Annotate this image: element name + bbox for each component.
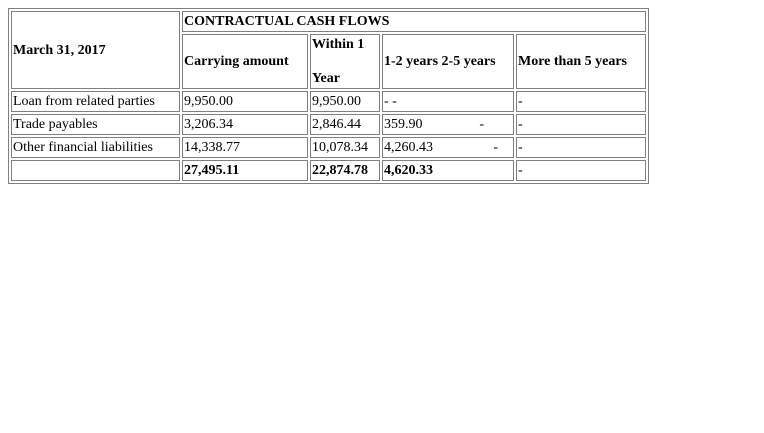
- table-row: Other financial liabilities 14,338.77 10…: [11, 137, 646, 158]
- table-total-row: 27,495.11 22,874.78 4,620.33 -: [11, 160, 646, 181]
- one-to-five-years-cell: 4,260.43 -: [382, 137, 514, 158]
- column-header-row: Carrying amount Within 1 Year 1-2 years …: [11, 34, 646, 89]
- within-1-year-header: Within 1 Year: [310, 34, 380, 89]
- row-label: [11, 160, 180, 181]
- more-than-5-years-cell: -: [516, 91, 646, 112]
- more-than-5-years-cell: -: [516, 114, 646, 135]
- carrying-amount-header: Carrying amount: [182, 34, 308, 89]
- row-label: Other financial liabilities: [11, 137, 180, 158]
- one-to-two-years-value: - -: [384, 94, 397, 109]
- one-to-five-years-cell: 359.90 -: [382, 114, 514, 135]
- two-to-five-years-value: -: [479, 117, 484, 132]
- more-than-5-years-cell: -: [516, 160, 646, 181]
- one-to-two-years-value: 359.90: [384, 117, 423, 132]
- one-to-five-years-header: 1-2 years 2-5 years: [382, 34, 514, 89]
- table-row: Loan from related parties 9,950.00 9,950…: [11, 91, 646, 112]
- table-row: Trade payables 3,206.34 2,846.44 359.90 -…: [11, 114, 646, 135]
- table-header-row: March 31, 2017 CONTRACTUAL CASH FLOWS: [11, 11, 646, 89]
- within-1-year-header-line2: Year: [312, 71, 340, 86]
- carrying-amount-cell: 3,206.34: [182, 114, 308, 135]
- more-than-5-years-cell: -: [516, 137, 646, 158]
- within-1-year-cell: 9,950.00: [310, 91, 380, 112]
- date-header: March 31, 2017: [11, 11, 180, 89]
- two-to-five-years-value: -: [493, 140, 498, 155]
- one-to-five-years-total: 4,620.33: [382, 160, 514, 181]
- row-label: Loan from related parties: [11, 91, 180, 112]
- carrying-amount-cell: 9,950.00: [182, 91, 308, 112]
- one-to-five-years-cell: - -: [382, 91, 514, 112]
- more-than-5-years-header: More than 5 years: [516, 34, 646, 89]
- row-label: Trade payables: [11, 114, 180, 135]
- within-1-year-cell: 10,078.34: [310, 137, 380, 158]
- carrying-amount-total: 27,495.11: [182, 160, 308, 181]
- within-1-year-total: 22,874.78: [310, 160, 380, 181]
- one-to-two-years-value: 4,260.43: [384, 140, 433, 155]
- within-1-year-header-line1: Within 1: [312, 37, 365, 52]
- within-1-year-cell: 2,846.44: [310, 114, 380, 135]
- contractual-cash-flows-table: March 31, 2017 CONTRACTUAL CASH FLOWS Ca…: [8, 8, 649, 184]
- carrying-amount-cell: 14,338.77: [182, 137, 308, 158]
- table-title: CONTRACTUAL CASH FLOWS: [182, 11, 646, 32]
